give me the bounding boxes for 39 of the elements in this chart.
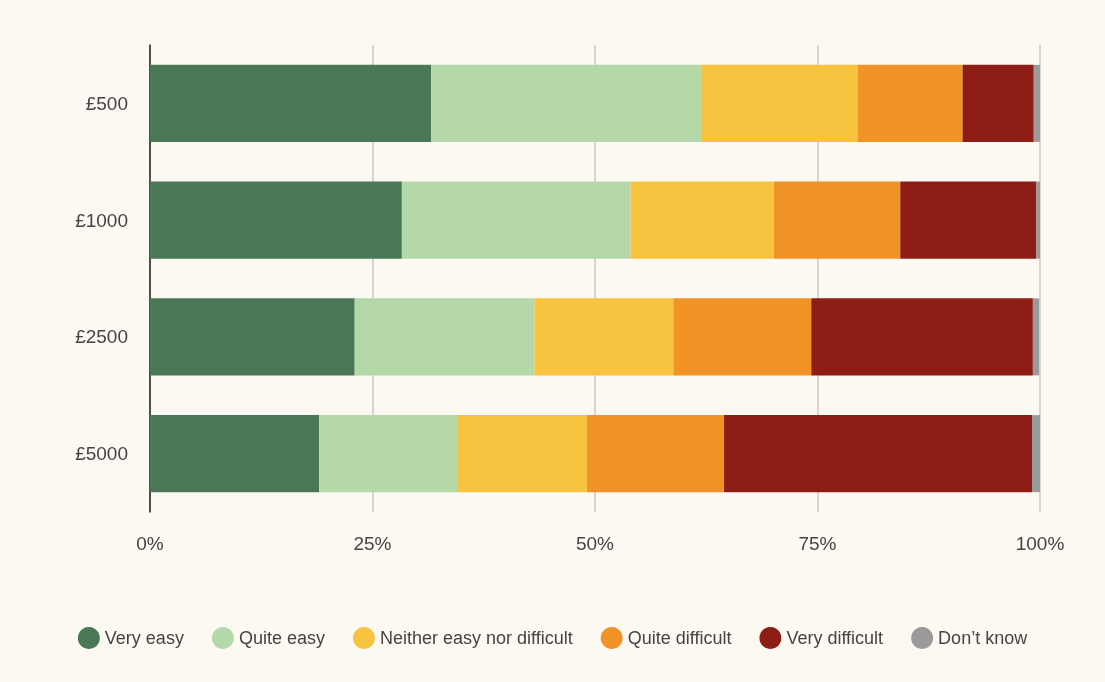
bar — [962, 64, 1034, 142]
y-tick-label: £5000 — [75, 443, 128, 465]
bar — [857, 64, 963, 142]
y-tick-label: £1000 — [75, 209, 128, 231]
y-tick-label: £500 — [85, 92, 128, 114]
legend-label: Don’t know — [938, 628, 1029, 648]
bar — [457, 415, 587, 493]
bar — [319, 415, 458, 493]
bar — [700, 64, 858, 142]
bar — [811, 298, 1033, 376]
x-tick-label: 75% — [798, 533, 837, 554]
bar — [1031, 415, 1040, 493]
y-tick-label: £2500 — [75, 326, 128, 348]
bar — [150, 415, 320, 493]
bar — [1033, 64, 1040, 142]
bar — [673, 298, 812, 376]
bar — [150, 64, 432, 142]
bar — [150, 298, 355, 376]
bar — [900, 181, 1037, 259]
bar — [773, 181, 901, 259]
bar — [431, 64, 701, 142]
legend-label: Neither easy nor difficult — [379, 628, 573, 648]
bar — [354, 298, 535, 376]
bar — [586, 415, 725, 493]
x-tick-label: 0% — [136, 533, 164, 554]
legend-label: Quite easy — [238, 628, 325, 648]
bar — [401, 181, 631, 259]
bar — [534, 298, 674, 376]
x-tick-label: 25% — [353, 533, 392, 554]
legend-label: Very easy — [104, 628, 184, 648]
bar — [630, 181, 774, 259]
legend-label: Very difficult — [786, 628, 884, 648]
bar — [1032, 298, 1040, 376]
x-tick-label: 100% — [1015, 533, 1065, 554]
legend-label: Quite difficult — [627, 628, 732, 648]
x-tick-label: 50% — [575, 533, 615, 554]
bar — [1036, 181, 1040, 259]
bar — [150, 181, 402, 259]
bar — [724, 415, 1032, 493]
